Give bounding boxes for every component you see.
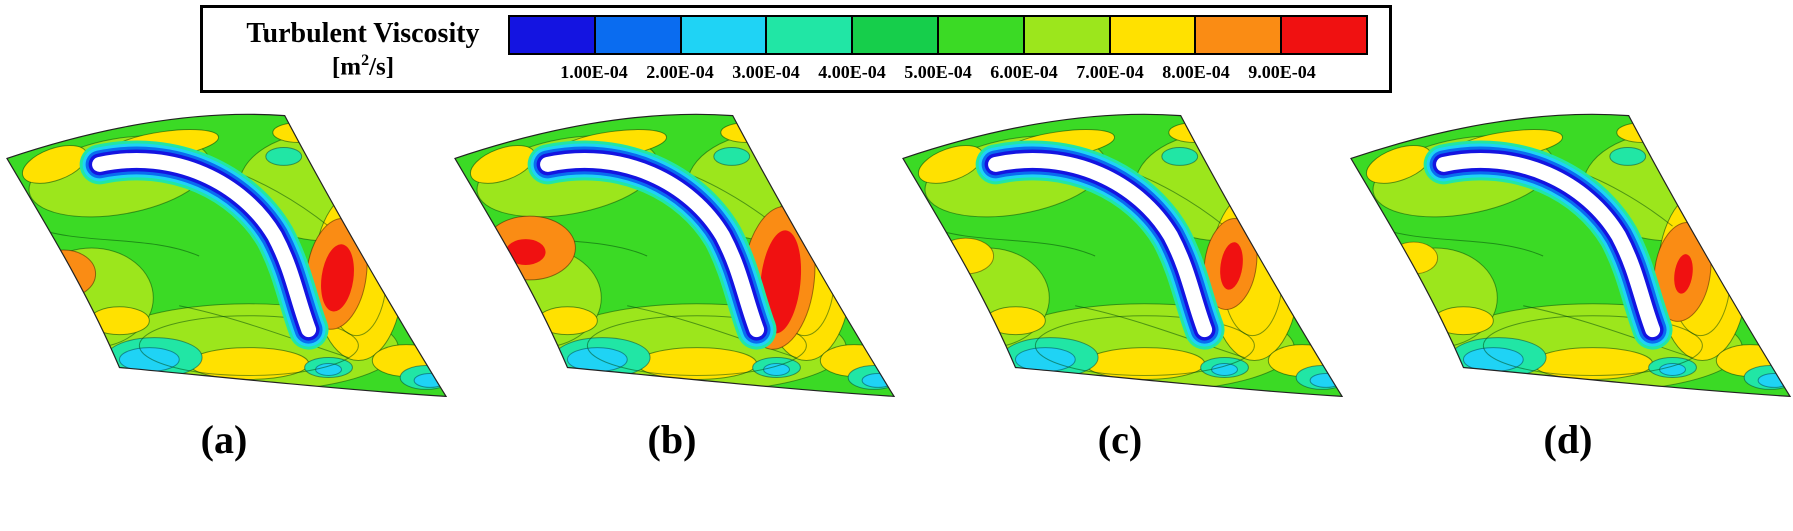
contour-panel-d [1344,106,1792,406]
legend-unit-pre: [m [331,53,362,81]
left-hotspot-yellow [937,237,995,275]
panel-cell-d [1344,106,1792,406]
colorbar-segment-9 [1194,17,1281,53]
colorbar-labels: 1.00E-04 2.00E-04 3.00E-04 4.00E-04 5.00… [508,62,1368,88]
wake-hotspot-red [1674,254,1693,294]
legend-title: Turbulent Viscosity [246,18,480,49]
colorbar-label-3: 3.00E-04 [732,62,800,82]
left-hotspot-red [45,267,74,288]
legend-unit: [m2/s] [213,51,513,83]
panel-labels-row: (a) (b) (c) (d) [0,416,1793,463]
colorbar-label-6: 6.00E-04 [990,62,1058,82]
panel-cell-c [896,106,1344,406]
legend-box: Turbulent Viscosity [m2/s] 1.00E-04 2.00… [200,5,1392,93]
legend-unit-sup: 2 [361,52,370,69]
colorbar-label-7: 7.00E-04 [1076,62,1144,82]
contour-panel-b [448,106,896,406]
panel-label-a: (a) [200,417,248,462]
colorbar-label-9: 9.00E-04 [1248,62,1316,82]
colorbar-segment-10 [1280,17,1366,53]
colorbar-segment-7 [1022,17,1109,53]
colorbar-segment-8 [1108,17,1195,53]
wake-hotspot-red [321,244,354,312]
legend-title-block: Turbulent Viscosity [m2/s] [213,16,513,83]
colorbar-segment-3 [679,17,766,53]
colorbar-label-1: 1.00E-04 [560,62,628,82]
panel-label-b: (b) [647,417,697,462]
colorbar-segment-2 [593,17,680,53]
contour-panel-c [896,106,1344,406]
panel-label-d: (d) [1543,417,1593,462]
wake-hotspot-red [759,230,802,334]
contour-panel-a [0,106,448,406]
panel-cell-b [448,106,896,406]
colorbar-segment-5 [851,17,937,53]
wake-hotspot-red [1220,242,1243,290]
left-hotspot-orange [31,249,97,299]
panel-label-c: (c) [1097,417,1143,462]
colorbar-label-4: 4.00E-04 [818,62,886,82]
panels-row [0,106,1793,406]
legend-unit-post: /s] [369,53,395,81]
left-hotspot-yellow [1389,241,1439,275]
left-hotspot-red [505,239,546,265]
colorbar-segment-1 [510,17,594,53]
panel-cell-a [0,106,448,406]
colorbar-label-8: 8.00E-04 [1162,62,1230,82]
colorbar-label-2: 2.00E-04 [646,62,714,82]
colorbar-label-5: 5.00E-04 [904,62,972,82]
colorbar-segment-4 [765,17,852,53]
colorbar-segment-6 [936,17,1023,53]
colorbar [508,15,1368,55]
